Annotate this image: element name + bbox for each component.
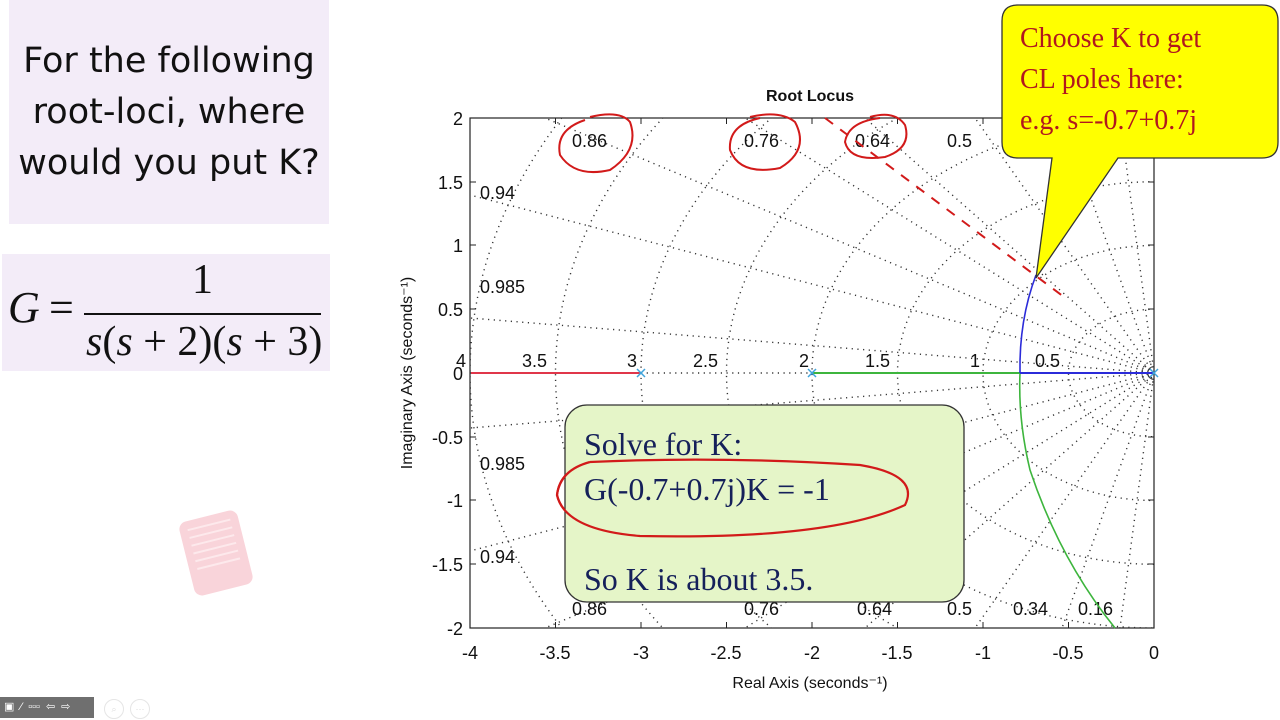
- wn-label: 3.5: [522, 351, 547, 371]
- chart-title: Root Locus: [766, 88, 854, 105]
- wn-label: 1.5: [865, 351, 890, 371]
- pole-marker-minus2: [807, 368, 817, 378]
- y-tick: 1: [453, 236, 463, 256]
- wn-label: 2.5: [693, 351, 718, 371]
- pen-icon[interactable]: ⁄: [20, 701, 23, 713]
- solve-line-3: So K is about 3.5.: [584, 561, 814, 597]
- x-tick: -2: [804, 643, 820, 663]
- y-tick: -2: [447, 619, 463, 639]
- zoom-icon[interactable]: ⌕: [104, 699, 124, 719]
- wn-label: 4: [456, 351, 466, 371]
- y-tick: -0.5: [432, 428, 463, 448]
- question-text: For the following root-loci, where would…: [18, 40, 320, 183]
- ink-circle-086: [558, 113, 634, 174]
- pole-marker-0: [1149, 368, 1159, 378]
- den-p1: (: [102, 319, 117, 365]
- damping-label: 0.94: [480, 547, 515, 567]
- damping-label: 0.985: [480, 454, 525, 474]
- wn-label: 0.5: [1035, 351, 1060, 371]
- damping-label: 0.64: [855, 131, 890, 151]
- damping-label: 0.86: [572, 131, 607, 151]
- solve-line-2: G(-0.7+0.7j)K = -1: [584, 471, 830, 507]
- presentation-toolbar: ▣ ⁄ ▫▫▫ ⇦ ⇨: [0, 697, 94, 718]
- damping-label: 0.985: [480, 277, 525, 297]
- callout-bubble: [1001, 4, 1279, 279]
- den-p3: + 3): [242, 319, 323, 365]
- den-p2: + 2)(: [132, 319, 227, 365]
- pole-marker-minus3: [636, 368, 646, 378]
- x-tick: -3: [633, 643, 649, 663]
- y-tick: 0: [453, 364, 463, 384]
- x-tick: -4: [462, 643, 478, 663]
- open-loop-poles: [636, 368, 1159, 378]
- formula-equals: =: [49, 283, 74, 332]
- damping-label: 0.5: [947, 131, 972, 151]
- damping-label: 0.5: [947, 599, 972, 619]
- den-s1: s: [86, 319, 103, 365]
- y-tick-labels: 2 1.5 1 0.5 0 -0.5 -1 -1.5 -2: [432, 109, 463, 639]
- ink-circle-076: [728, 113, 801, 171]
- damping-label: 0.34: [1013, 599, 1048, 619]
- x-tick: 0: [1149, 643, 1159, 663]
- fraction-bar: [84, 313, 321, 315]
- x-tick: -1: [975, 643, 991, 663]
- options-icon[interactable]: ⋯: [130, 699, 150, 719]
- y-tick: 2: [453, 109, 463, 129]
- locus-branches: [471, 274, 1153, 629]
- wn-label: 3: [627, 351, 637, 371]
- transfer-function-formula: G = 1 s(s + 2)(s + 3): [2, 254, 330, 371]
- den-s3: s: [226, 319, 243, 365]
- den-s2: s: [116, 319, 133, 365]
- next-icon[interactable]: ⇨: [61, 701, 71, 713]
- x-tick: -2.5: [710, 643, 741, 663]
- axis-ticks: [470, 118, 1154, 628]
- formula-denominator: s(s + 2)(s + 3): [86, 318, 322, 366]
- branch-blue-upper: [1019, 274, 1037, 374]
- y-tick: 1.5: [438, 173, 463, 193]
- x-tick-labels: -4 -3.5 -3 -2.5 -2 -1.5 -1 -0.5 0: [462, 643, 1159, 663]
- solve-box: [564, 404, 965, 603]
- damping-label: 0.94: [480, 183, 515, 203]
- monitor-icon[interactable]: ▣: [4, 701, 15, 713]
- formula-lhs: G: [8, 283, 40, 332]
- damping-label: 0.76: [744, 131, 779, 151]
- y-tick: -1.5: [432, 555, 463, 575]
- x-tick: -1.5: [881, 643, 912, 663]
- solve-line-blank: [584, 512, 830, 557]
- solve-text: Solve for K: G(-0.7+0.7j)K = -1 So K is …: [584, 422, 830, 602]
- x-axis-label: Real Axis (seconds⁻¹): [732, 675, 887, 692]
- y-tick: -1: [447, 491, 463, 511]
- question-box: For the following root-loci, where would…: [9, 0, 329, 224]
- wn-label: 2: [799, 351, 809, 371]
- ink-ellipse-over-box: [555, 458, 910, 538]
- x-tick: -0.5: [1052, 643, 1083, 663]
- damping-label: 0.86: [572, 599, 607, 619]
- prev-icon[interactable]: ⇦: [45, 701, 56, 713]
- damping-label: 0.76: [744, 599, 779, 619]
- formula-numerator: 1: [192, 257, 213, 303]
- callout-text: Choose K to get CL poles here: e.g. s=-0…: [1020, 23, 1202, 136]
- damping-label: 0.64: [857, 599, 892, 619]
- ink-dashed-ray: [824, 117, 1069, 301]
- wn-label: 1: [970, 351, 980, 371]
- x-tick: -3.5: [539, 643, 570, 663]
- solve-line-1: Solve for K:: [584, 426, 743, 462]
- y-axis-label: Imaginary Axis (seconds⁻¹): [399, 277, 416, 470]
- ink-circle-064: [843, 113, 908, 159]
- branch-green-lower: [1018, 372, 1116, 629]
- y-tick: 0.5: [438, 300, 463, 320]
- more-icon[interactable]: ▫▫▫: [28, 701, 40, 713]
